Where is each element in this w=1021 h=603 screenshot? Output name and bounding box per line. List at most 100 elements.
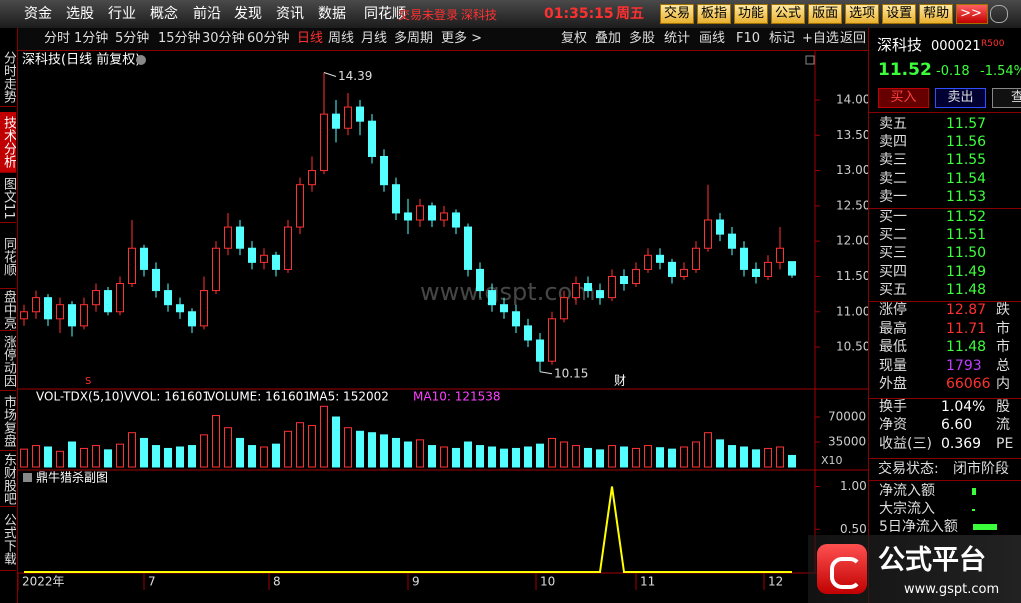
volume-bar (488, 446, 496, 468)
flow-mark (972, 488, 976, 495)
trade-button[interactable]: 卖出 (935, 88, 986, 108)
volume-bar (620, 446, 628, 468)
tool-button[interactable]: 标记 (769, 31, 796, 46)
menu-button[interactable]: 板指 (697, 4, 732, 24)
volume-bar (572, 445, 580, 468)
bids-cell: 11.51 (946, 227, 987, 244)
candle-body (776, 247, 784, 263)
tool-button[interactable]: 多股 (629, 31, 656, 46)
menu-button[interactable]: 版面 (808, 4, 843, 24)
x-tick-label: 12 (768, 575, 783, 589)
fundamentals-cell: 0.369 (941, 435, 982, 452)
menu-item[interactable]: 同花顺 (364, 6, 406, 22)
menu-item[interactable]: 前沿 (193, 6, 221, 22)
volume-bar (740, 446, 748, 468)
menu-item[interactable]: 资讯 (276, 6, 304, 22)
candle-body (212, 247, 220, 292)
tool-button[interactable]: 返回 (840, 31, 867, 46)
y-tick-label: 12.00 (836, 234, 870, 248)
bids-cell: 买三 (879, 245, 907, 262)
window-icon (990, 5, 1008, 23)
tool-button[interactable]: 复权 (561, 31, 588, 46)
separator (869, 458, 1021, 459)
menu-item[interactable]: 发现 (234, 6, 262, 22)
volume-bar (284, 430, 292, 468)
bids-cell: 买一 (879, 209, 907, 225)
candle-body (524, 325, 532, 341)
volume-bar (224, 427, 232, 468)
trade-button[interactable]: 查 (992, 88, 1021, 108)
bids-cell: 11.50 (946, 245, 987, 262)
menu-item[interactable]: 概念 (150, 6, 178, 22)
side-tab[interactable]: 盘中亮点 (0, 290, 16, 331)
side-tab[interactable]: 同花顺 (0, 224, 16, 289)
menu-button[interactable]: >> (956, 4, 989, 24)
period-tab[interactable]: 日线 (297, 31, 324, 46)
side-tab[interactable]: 技术分析 (0, 112, 16, 173)
candle-body (20, 311, 28, 320)
menu-item[interactable]: 选股 (66, 6, 94, 22)
candle-body (80, 304, 88, 327)
volume-bar (500, 448, 508, 468)
volume-bar (764, 447, 772, 468)
side-tab[interactable]: 公式下载 (0, 508, 16, 571)
menu-button[interactable]: 功能 (734, 4, 769, 24)
tool-button[interactable]: F10 (736, 31, 761, 46)
period-tab[interactable]: 分时 (44, 31, 71, 46)
side-tabs: 分时走势技术分析 图文11 同花顺 盘中亮点 涨停动因 市场复盘东财股吧 公式下载 (0, 28, 18, 603)
candle-body (488, 290, 496, 306)
candle-body (68, 304, 76, 327)
side-tab[interactable]: 图文11 (0, 174, 16, 223)
volume-bar (188, 445, 196, 468)
menu-item[interactable]: 数据 (318, 6, 346, 22)
period-tab[interactable]: 15分钟 (158, 31, 201, 46)
menu-button[interactable]: 选项 (845, 4, 880, 24)
logo-banner: 公式平台 www.gspt.com (808, 535, 1021, 603)
menu-button[interactable]: 交易 (660, 4, 695, 24)
side-tab[interactable]: 分时走势 (0, 48, 16, 107)
stock-tag: R500 (981, 39, 1005, 49)
flow-label: 5日净流入额 (879, 519, 958, 535)
title-icon (136, 55, 146, 65)
period-tab[interactable]: 1分钟 (74, 31, 109, 46)
candle-body (428, 205, 436, 221)
tool-button[interactable]: 叠加 (595, 31, 622, 46)
menu-item[interactable]: 行业 (108, 6, 136, 22)
flow-mark (972, 509, 975, 511)
volume-bar (632, 447, 640, 468)
menu-item[interactable]: 资金 (24, 6, 52, 22)
volume-bar (644, 445, 652, 468)
menu-button[interactable]: 帮助 (919, 4, 954, 24)
period-tab[interactable]: 多周期 (394, 31, 434, 46)
trade-button[interactable]: 买入 (878, 88, 929, 108)
period-tab[interactable]: 30分钟 (202, 31, 245, 46)
event-marker: 财 (614, 374, 626, 388)
clock: 01:35:15 (544, 6, 614, 22)
menu-button[interactable]: 公式 (771, 4, 806, 24)
tool-button[interactable]: 统计 (664, 31, 691, 46)
period-tab[interactable]: 月线 (361, 31, 388, 46)
candle-body (620, 275, 628, 285)
tool-button[interactable]: 画线 (699, 31, 726, 46)
period-tab[interactable]: 更多 > (441, 31, 483, 46)
stats-cell: 现量 (879, 357, 907, 374)
period-tab[interactable]: 60分钟 (247, 31, 290, 46)
volume-bar (116, 443, 124, 468)
logo-url: www.gspt.com (904, 582, 1000, 597)
volume-bar (392, 437, 400, 468)
side-tab[interactable]: 涨停动因 (0, 332, 16, 391)
side-tab[interactable]: 市场复盘 (0, 392, 16, 451)
login-status[interactable]: 交易未登录 (398, 8, 459, 22)
tool-button[interactable]: +自选 (802, 31, 839, 46)
period-tab[interactable]: 5分钟 (115, 31, 150, 46)
period-tab[interactable]: 周线 (328, 31, 355, 46)
candle-body (32, 297, 40, 313)
volume-bar (272, 443, 280, 468)
side-tab[interactable]: 东财股吧 (0, 453, 16, 507)
separator (869, 301, 1021, 302)
y-tick-label: 11.50 (836, 269, 870, 283)
volume-bar (56, 450, 64, 468)
menu-button[interactable]: 设置 (882, 4, 917, 24)
bids-cell: 11.48 (946, 281, 987, 298)
